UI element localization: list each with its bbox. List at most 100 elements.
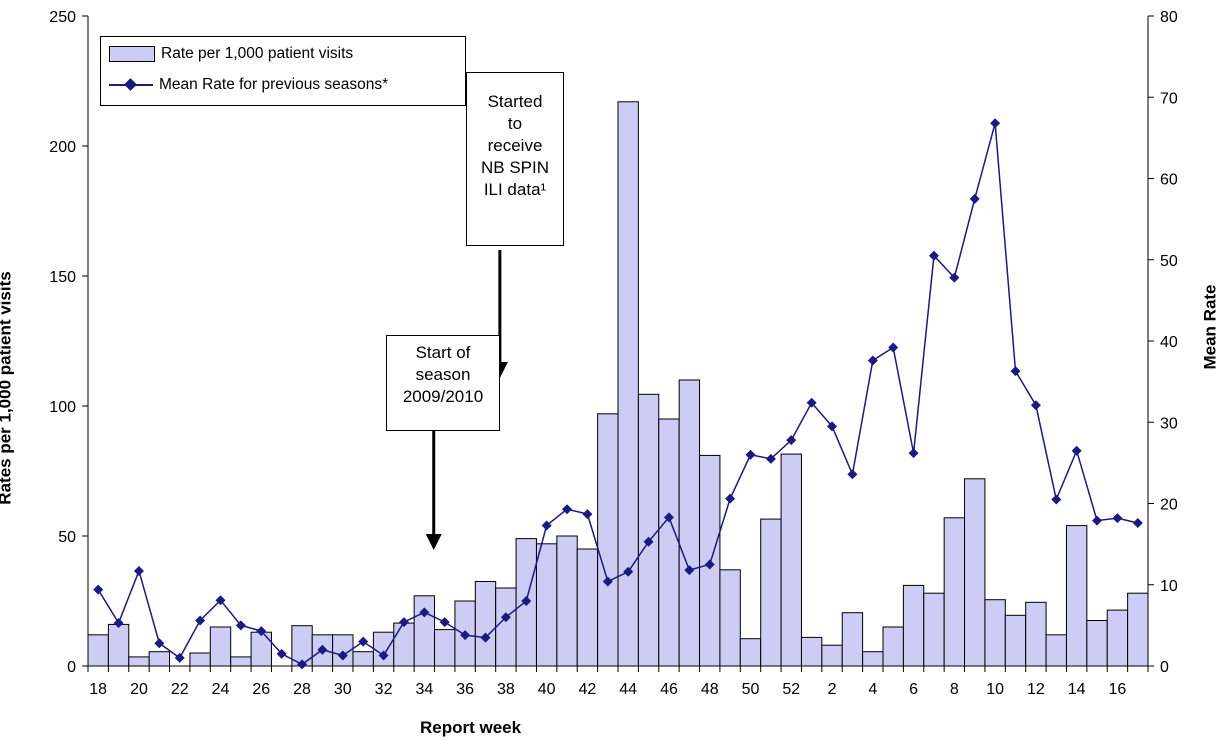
- bar-week-21: [148, 651, 171, 667]
- y-right-tick-label-50: 50: [1160, 253, 1178, 270]
- y-axis-right-title: Mean Rate: [1200, 284, 1219, 370]
- mean-rate-point-week-19: [113, 617, 124, 628]
- mean-rate-point-week-38: [500, 612, 511, 623]
- y-right-tick-label-30: 30: [1160, 415, 1178, 432]
- y-right-tick-label-0: 0: [1160, 659, 1169, 676]
- bar-week-44: [617, 101, 639, 667]
- y-right-tick-label-70: 70: [1160, 90, 1178, 107]
- x-tick-label-6: 6: [909, 681, 918, 698]
- mean-rate-point-week-43: [602, 576, 613, 587]
- x-tick-label-40: 40: [538, 681, 556, 698]
- x-tick-label-36: 36: [456, 681, 474, 698]
- bar-week-32: [372, 631, 395, 667]
- mean-rate-point-week-52: [786, 435, 797, 446]
- x-tick-label-24: 24: [212, 681, 230, 698]
- bar-week-49: [719, 569, 741, 667]
- mean-rate-point-week-6: [908, 448, 919, 459]
- bar-week-20: [128, 656, 150, 667]
- annotation-spin-line-4: NB SPIN: [480, 158, 550, 177]
- legend: Rate per 1,000 patient visits Mean Rate …: [100, 36, 466, 106]
- bar-week-34: [413, 595, 436, 667]
- mean-rate-point-week-34: [419, 607, 430, 618]
- mean-rate-point-week-25: [235, 620, 246, 631]
- annotation-season-line-1: Start of: [415, 343, 471, 362]
- mean-rate-point-week-47: [684, 565, 695, 576]
- annotation-season-line-3: 2009/2010: [402, 387, 484, 406]
- legend-label-rate: Rate per 1,000 patient visits: [161, 45, 354, 62]
- mean-rate-point-week-24: [215, 595, 226, 606]
- bar-week-50: [739, 638, 762, 667]
- bar-week-47: [678, 379, 701, 667]
- mean-rate-point-week-11: [1010, 366, 1021, 377]
- y-left-tick-label-250: 250: [49, 9, 76, 26]
- legend-swatch-line: [109, 78, 153, 92]
- mean-rate-point-week-12: [1030, 400, 1041, 411]
- annotation-season-line-2: season: [415, 365, 471, 384]
- mean-rate-point-week-23: [195, 615, 206, 626]
- legend-item-mean: Mean Rate for previous seasons*: [109, 73, 388, 97]
- mean-rate-point-week-45: [643, 536, 654, 547]
- mean-rate-point-week-28: [297, 659, 308, 670]
- bar-week-11: [1004, 614, 1027, 667]
- bar-week-5: [882, 626, 904, 667]
- x-tick-label-14: 14: [1068, 681, 1086, 698]
- mean-rate-point-week-33: [398, 617, 409, 628]
- mean-rate-point-week-1: [806, 397, 817, 408]
- legend-item-rate: Rate per 1,000 patient visits: [109, 42, 353, 66]
- y-left-tick-label-150: 150: [49, 269, 76, 286]
- x-tick-label-32: 32: [375, 681, 393, 698]
- y-left-tick-label-50: 50: [58, 529, 76, 546]
- y-right-tick-label-40: 40: [1160, 334, 1178, 351]
- mean-rate-point-week-35: [439, 617, 450, 628]
- bar-week-6: [902, 584, 925, 667]
- mean-rate-line: [97, 123, 1138, 666]
- annotation-spin-line-1: Started: [487, 92, 543, 111]
- mean-rate-point-week-22: [174, 652, 185, 663]
- annotation-season-start: Start of season 2009/2010: [386, 335, 500, 431]
- bar-week-2: [821, 644, 843, 667]
- mean-rate-point-week-46: [663, 512, 674, 523]
- mean-rate-point-week-9: [969, 193, 980, 204]
- bar-week-7: [923, 592, 945, 667]
- bar-week-42: [576, 548, 599, 667]
- x-tick-label-20: 20: [130, 681, 148, 698]
- y-right-tick-label-20: 20: [1160, 497, 1178, 514]
- mean-rate-point-week-50: [745, 449, 756, 460]
- mean-rate-point-week-39: [521, 596, 532, 606]
- bar-week-14: [1065, 525, 1088, 667]
- bar-week-46: [658, 418, 680, 667]
- x-tick-label-16: 16: [1109, 681, 1127, 698]
- x-tick-label-46: 46: [660, 681, 678, 698]
- x-tick-label-48: 48: [701, 681, 719, 698]
- x-tick-label-4: 4: [868, 681, 877, 698]
- x-tick-label-42: 42: [579, 681, 597, 698]
- mean-rate-point-week-41: [562, 504, 573, 515]
- mean-rate-point-week-13: [1051, 494, 1062, 505]
- x-tick-label-52: 52: [782, 681, 800, 698]
- mean-rate-point-week-8: [949, 272, 960, 283]
- annotation-spin-data: Started to receive NB SPIN ILI data¹: [466, 72, 564, 246]
- legend-swatch-bar: [109, 46, 155, 62]
- x-axis-title: Report week: [420, 718, 522, 737]
- bar-week-41: [556, 535, 578, 667]
- mean-rate-point-week-48: [704, 559, 715, 570]
- bar-week-3: [841, 612, 864, 667]
- bar-week-24: [209, 626, 232, 667]
- y-left-tick-label-100: 100: [49, 399, 76, 416]
- bar-week-52: [780, 453, 802, 667]
- x-tick-label-38: 38: [497, 681, 515, 698]
- bar-week-8: [943, 517, 966, 667]
- x-tick-label-44: 44: [619, 681, 637, 698]
- mean-rate-point-week-27: [276, 648, 287, 659]
- bar-week-33: [393, 622, 415, 667]
- y-right-tick-label-60: 60: [1160, 172, 1178, 189]
- mean-rate-point-week-14: [1071, 445, 1082, 456]
- bar-week-31: [352, 651, 374, 667]
- mean-rate-point-week-26: [256, 626, 267, 637]
- mean-rate-point-week-18: [93, 584, 104, 595]
- x-tick-label-34: 34: [415, 681, 433, 698]
- mean-rate-point-week-17: [1132, 518, 1143, 528]
- bar-week-4: [862, 651, 884, 667]
- bar-week-45: [637, 393, 660, 667]
- mean-rate-point-week-4: [867, 355, 878, 366]
